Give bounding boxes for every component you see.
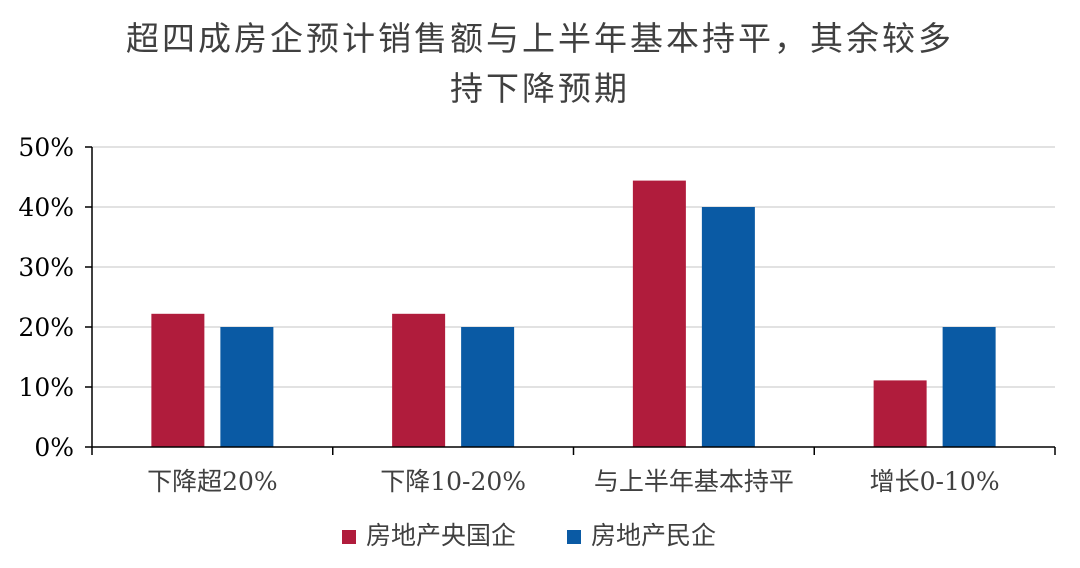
y-tick-label: 10% bbox=[18, 373, 74, 402]
chart-title-line-1: 超四成房企预计销售额与上半年基本持平，其余较多 bbox=[126, 19, 954, 58]
chart-title-line-2: 持下降预期 bbox=[450, 69, 630, 108]
bar bbox=[701, 207, 755, 447]
legend-swatch bbox=[567, 530, 581, 544]
x-tick-label: 下降超20% bbox=[147, 467, 278, 496]
tick-labels: 0% 10% 20% 30% 40% 50% 下降超20% 下降10-20% 与上半年基本持平 增… bbox=[18, 133, 999, 496]
bar bbox=[461, 327, 515, 447]
bar bbox=[151, 313, 205, 447]
bar bbox=[392, 313, 446, 447]
legend-swatch bbox=[342, 530, 356, 544]
x-tick-label: 增长0-10% bbox=[870, 467, 1000, 496]
legend-label: 房地产民企 bbox=[591, 521, 716, 550]
y-tick-label: 40% bbox=[18, 193, 74, 222]
y-tick-label: 50% bbox=[18, 133, 74, 162]
x-tick-label: 与上半年基本持平 bbox=[594, 467, 794, 496]
bar bbox=[220, 327, 274, 447]
y-tick-label: 30% bbox=[18, 253, 74, 282]
bar bbox=[942, 327, 996, 447]
legend: 房地产央国企 房地产民企 bbox=[342, 521, 716, 550]
y-tick-label: 20% bbox=[18, 313, 74, 342]
axes bbox=[85, 146, 1056, 455]
bar bbox=[873, 380, 927, 447]
y-tick-label: 0% bbox=[34, 433, 74, 462]
bars bbox=[151, 180, 996, 447]
legend-label: 房地产央国企 bbox=[366, 521, 516, 550]
x-tick-label: 下降10-20% bbox=[380, 467, 526, 496]
bar bbox=[632, 180, 686, 447]
